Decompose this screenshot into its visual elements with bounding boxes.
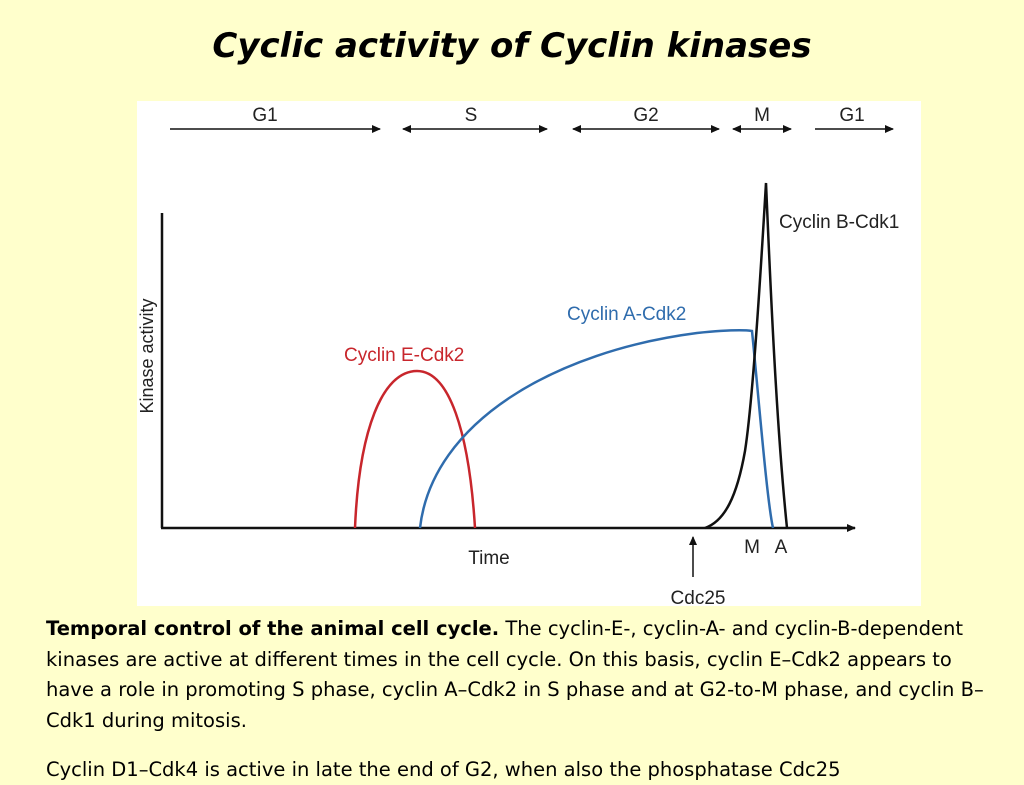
curve-cyclin-a-cdk2 — [418, 329, 775, 529]
caption-lead: Temporal control of the animal cell cycl… — [46, 617, 500, 640]
cdc25-label: Cdc25 — [671, 588, 726, 606]
curve-cyclin-e-cdk2 — [353, 369, 477, 529]
label-cyclin-e-cdk2: Cyclin E-Cdk2 — [344, 345, 464, 366]
x-axis-label: Time — [468, 548, 510, 569]
label-cyclin-a-cdk2: Cyclin A-Cdk2 — [567, 304, 686, 325]
diagram-canvas: G1 S G2 M G1 Kinase activity Time Cyclin… — [137, 105, 899, 606]
phase-label-g2: G2 — [633, 105, 658, 126]
phase-label-g1-start: G1 — [252, 105, 277, 126]
slide-title: Cyclic activity of Cyclin kinases — [212, 26, 812, 66]
marker-a: A — [775, 537, 788, 558]
marker-m: M — [744, 537, 760, 558]
label-cyclin-b-cdk1: Cyclin B-Cdk1 — [779, 212, 899, 233]
cell-cycle-diagram: G1 S G2 M G1 Kinase activity Time Cyclin… — [137, 101, 921, 606]
figure-caption: Temporal control of the animal cell cycl… — [46, 614, 986, 736]
y-axis-label: Kinase activity — [137, 298, 157, 413]
phase-label-s: S — [465, 105, 478, 126]
phase-label-g1-end: G1 — [839, 105, 864, 126]
caption-body: The cyclin-E-, cyclin-A- and cyclin-B-de… — [46, 617, 984, 732]
curve-cyclin-b-cdk1 — [704, 182, 789, 530]
phase-label-m: M — [754, 105, 770, 126]
next-paragraph-cut-off: Cyclin D1–Cdk4 is active in late the end… — [46, 758, 841, 781]
